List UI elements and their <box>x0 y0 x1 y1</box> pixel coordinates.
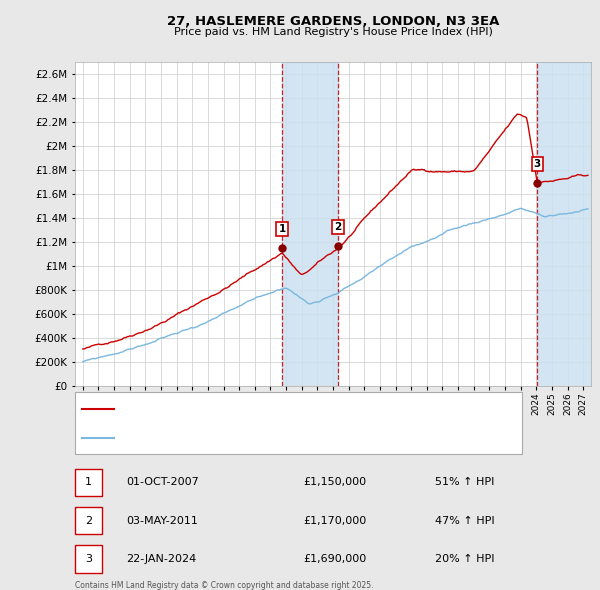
Text: HPI: Average price, detached house, Barnet: HPI: Average price, detached house, Barn… <box>118 432 332 442</box>
Text: 51% ↑ HPI: 51% ↑ HPI <box>435 477 494 487</box>
Text: 3: 3 <box>533 159 541 169</box>
Bar <box>537 62 591 386</box>
Text: 22-JAN-2024: 22-JAN-2024 <box>126 554 196 564</box>
Text: Contains HM Land Registry data © Crown copyright and database right 2025.
This d: Contains HM Land Registry data © Crown c… <box>75 581 373 590</box>
Bar <box>282 62 338 386</box>
Text: 1: 1 <box>278 224 286 234</box>
Text: Price paid vs. HM Land Registry's House Price Index (HPI): Price paid vs. HM Land Registry's House … <box>173 27 493 37</box>
Text: £1,690,000: £1,690,000 <box>303 554 366 564</box>
Text: 47% ↑ HPI: 47% ↑ HPI <box>435 516 494 526</box>
Text: £1,170,000: £1,170,000 <box>303 516 366 526</box>
Text: £1,150,000: £1,150,000 <box>303 477 366 487</box>
Text: 3: 3 <box>85 554 92 564</box>
Text: 27, HASLEMERE GARDENS, LONDON, N3 3EA (detached house): 27, HASLEMERE GARDENS, LONDON, N3 3EA (d… <box>118 404 428 414</box>
Text: 03-MAY-2011: 03-MAY-2011 <box>126 516 198 526</box>
Text: 2: 2 <box>335 222 342 232</box>
Text: 1: 1 <box>85 477 92 487</box>
Text: 01-OCT-2007: 01-OCT-2007 <box>126 477 199 487</box>
Text: 27, HASLEMERE GARDENS, LONDON, N3 3EA: 27, HASLEMERE GARDENS, LONDON, N3 3EA <box>167 15 499 28</box>
Text: 2: 2 <box>85 516 92 526</box>
Text: 20% ↑ HPI: 20% ↑ HPI <box>435 554 494 564</box>
